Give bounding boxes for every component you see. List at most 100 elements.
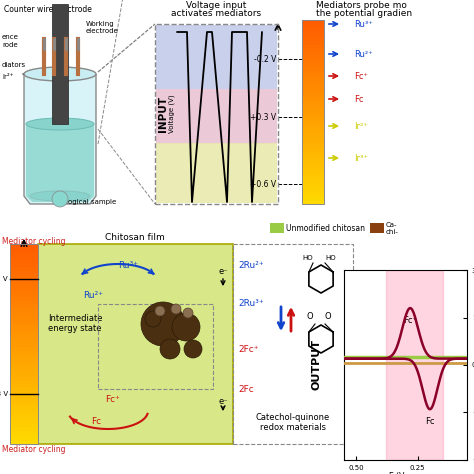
Bar <box>10 244 38 444</box>
Bar <box>302 173 324 176</box>
Bar <box>302 188 324 192</box>
Bar <box>10 260 38 264</box>
Text: Ru³⁺: Ru³⁺ <box>118 262 138 271</box>
Bar <box>10 350 38 354</box>
Ellipse shape <box>24 67 96 81</box>
Bar <box>156 25 277 89</box>
Bar <box>10 250 38 254</box>
Text: Fc: Fc <box>425 418 435 426</box>
Text: HO: HO <box>325 255 336 261</box>
Bar <box>302 139 324 143</box>
Bar <box>156 89 277 144</box>
Bar <box>302 176 324 180</box>
Text: Catechol-quinone
redox materials: Catechol-quinone redox materials <box>256 412 330 432</box>
Text: Fc⁺: Fc⁺ <box>106 394 120 403</box>
Text: Voltage (V): Voltage (V) <box>169 95 175 133</box>
Text: +0.3 V: +0.3 V <box>0 391 8 397</box>
Text: Chitosan film: Chitosan film <box>105 233 165 242</box>
Bar <box>302 56 324 60</box>
Bar <box>270 223 284 233</box>
Bar <box>10 327 38 331</box>
Bar <box>10 374 38 377</box>
Bar <box>302 23 324 26</box>
Text: Fc: Fc <box>354 94 364 103</box>
Bar <box>10 340 38 344</box>
Bar <box>302 161 324 164</box>
Bar <box>302 35 324 38</box>
Text: Working
electrode: Working electrode <box>86 21 119 34</box>
Text: HO: HO <box>302 255 313 261</box>
Text: e⁻: e⁻ <box>218 266 228 275</box>
Bar <box>10 307 38 310</box>
Bar <box>302 32 324 36</box>
Bar <box>10 434 38 438</box>
Text: diators: diators <box>2 62 26 68</box>
Text: +0.6 V: +0.6 V <box>250 180 276 189</box>
Bar <box>302 109 324 112</box>
Circle shape <box>52 191 68 207</box>
Bar <box>156 143 277 203</box>
Bar <box>10 430 38 434</box>
Bar <box>302 136 324 140</box>
Text: Counter wire/electrode: Counter wire/electrode <box>4 4 92 13</box>
Bar <box>302 124 324 128</box>
Text: Ru²⁺: Ru²⁺ <box>83 292 103 301</box>
Bar <box>10 262 208 296</box>
Bar <box>302 69 324 72</box>
Bar <box>302 84 324 88</box>
Bar <box>10 437 38 441</box>
Bar <box>302 185 324 189</box>
Text: activates mediators: activates mediators <box>171 9 261 18</box>
Bar <box>302 157 324 161</box>
Text: O: O <box>325 312 332 321</box>
Bar <box>10 280 38 284</box>
Text: OUTPUT: OUTPUT <box>311 339 321 391</box>
Bar <box>52 4 68 124</box>
Bar <box>10 277 38 281</box>
Circle shape <box>160 339 180 359</box>
Bar <box>302 201 324 204</box>
Bar <box>302 29 324 32</box>
Bar <box>10 360 38 364</box>
Bar <box>155 24 278 204</box>
Bar <box>302 96 324 100</box>
Bar <box>302 90 324 93</box>
Bar <box>98 304 213 389</box>
Bar <box>10 264 38 267</box>
Bar <box>10 347 38 351</box>
Bar <box>10 397 38 401</box>
Bar <box>10 300 38 304</box>
Bar <box>10 413 38 417</box>
Ellipse shape <box>30 191 90 201</box>
Ellipse shape <box>26 118 94 130</box>
Bar <box>302 63 324 66</box>
Bar <box>10 364 38 367</box>
Bar <box>302 59 324 63</box>
Bar <box>10 244 38 247</box>
Bar <box>302 118 324 121</box>
Bar <box>302 170 324 173</box>
Circle shape <box>184 340 202 358</box>
Bar <box>10 367 38 371</box>
Bar <box>10 410 38 414</box>
Text: Ir²⁺: Ir²⁺ <box>2 74 13 80</box>
Bar <box>10 380 38 384</box>
Bar <box>10 387 38 391</box>
Text: e⁻: e⁻ <box>218 398 228 407</box>
Bar <box>302 26 324 29</box>
Polygon shape <box>24 74 96 204</box>
Bar <box>302 133 324 137</box>
Bar <box>302 148 324 152</box>
Bar <box>10 247 38 251</box>
Text: Fc: Fc <box>91 418 101 427</box>
Text: 2Fc⁺: 2Fc⁺ <box>238 345 258 354</box>
Circle shape <box>141 302 185 346</box>
Bar <box>10 303 38 307</box>
Text: Ir³⁺: Ir³⁺ <box>354 154 368 163</box>
Bar <box>302 167 324 170</box>
Bar <box>10 287 38 291</box>
Bar <box>10 293 38 297</box>
Bar <box>302 41 324 45</box>
Bar <box>10 383 38 387</box>
Text: Ru²⁺: Ru²⁺ <box>354 49 373 58</box>
